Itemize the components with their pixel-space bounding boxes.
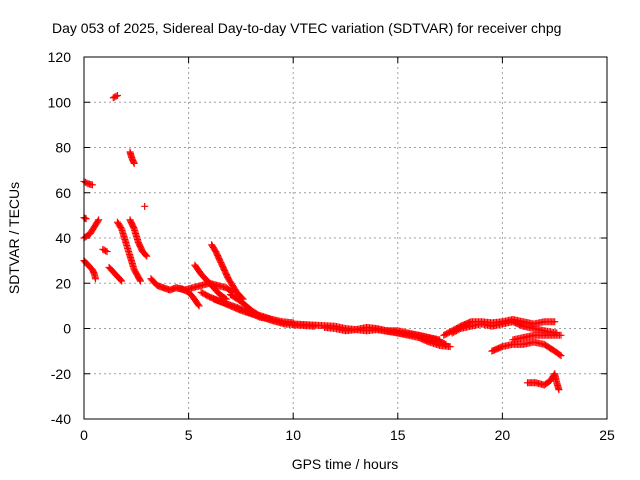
series-trace-d	[80, 257, 100, 283]
series-trace-z	[524, 370, 563, 394]
series-trace-b	[80, 214, 90, 223]
data-point	[194, 301, 202, 309]
series-trace-f	[109, 91, 121, 102]
series-trace-l	[147, 275, 203, 310]
data-point	[136, 276, 144, 284]
x-axis-label: GPS time / hours	[292, 456, 399, 472]
x-tick-label: 20	[495, 427, 511, 443]
series-trace-a	[80, 177, 96, 189]
data-point	[555, 386, 563, 394]
data-point	[141, 202, 149, 210]
series-trace-i	[126, 148, 138, 167]
y-tick-label: -20	[51, 366, 71, 382]
y-axis-label: SDTVAR / TECUs	[6, 182, 22, 294]
y-tick-label: -40	[51, 411, 71, 427]
data-point	[92, 275, 100, 283]
data-point	[136, 277, 144, 285]
y-tick-label: 120	[48, 49, 72, 65]
data-point	[102, 247, 110, 255]
data-points	[80, 91, 565, 394]
data-point	[446, 343, 454, 351]
series-trace-y	[509, 331, 565, 344]
x-tick-label: 15	[390, 427, 406, 443]
series-trace-c	[80, 216, 103, 242]
data-point	[112, 92, 120, 100]
y-tick-label: 0	[63, 321, 71, 337]
data-point	[130, 159, 138, 167]
y-tick-label: 40	[55, 230, 71, 246]
series-trace-g	[105, 263, 126, 285]
x-tick-label: 5	[185, 427, 193, 443]
data-point	[113, 91, 121, 99]
data-point	[117, 276, 125, 284]
chart-title: Day 053 of 2025, Sidereal Day-to-day VTE…	[52, 20, 561, 36]
series-trace-k	[141, 202, 149, 210]
data-point	[118, 277, 126, 285]
series-trace-o	[208, 241, 247, 303]
data-point	[142, 251, 150, 259]
x-tick-label: 10	[285, 427, 301, 443]
data-point	[88, 181, 96, 189]
data-point	[556, 351, 564, 359]
series-trace-u	[383, 327, 454, 351]
series-trace-x	[488, 338, 565, 360]
data-point	[195, 302, 203, 310]
x-tick-label: 0	[80, 427, 88, 443]
series-trace-e	[99, 245, 111, 256]
grid	[84, 57, 607, 419]
axis-ticks: 0 5 10 15 20 25 -40 -20 0 20 40 60 80 100 120	[48, 49, 615, 443]
data-point	[95, 216, 103, 224]
y-tick-label: 20	[55, 275, 71, 291]
series-trace-h	[113, 218, 144, 285]
data-point	[557, 331, 565, 339]
data-point	[143, 252, 151, 260]
y-tick-label: 100	[48, 94, 72, 110]
y-tick-label: 60	[55, 185, 71, 201]
x-tick-label: 25	[599, 427, 615, 443]
data-point	[551, 318, 559, 326]
y-tick-label: 80	[55, 140, 71, 156]
data-point	[94, 217, 102, 225]
data-point	[557, 352, 565, 360]
series-trace-j	[126, 216, 151, 260]
data-point	[103, 248, 111, 256]
plot-frame	[83, 56, 608, 420]
